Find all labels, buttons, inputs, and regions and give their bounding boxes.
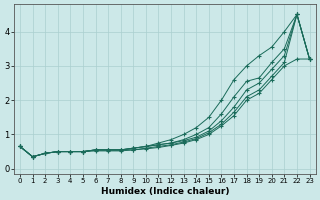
X-axis label: Humidex (Indice chaleur): Humidex (Indice chaleur) (100, 187, 229, 196)
